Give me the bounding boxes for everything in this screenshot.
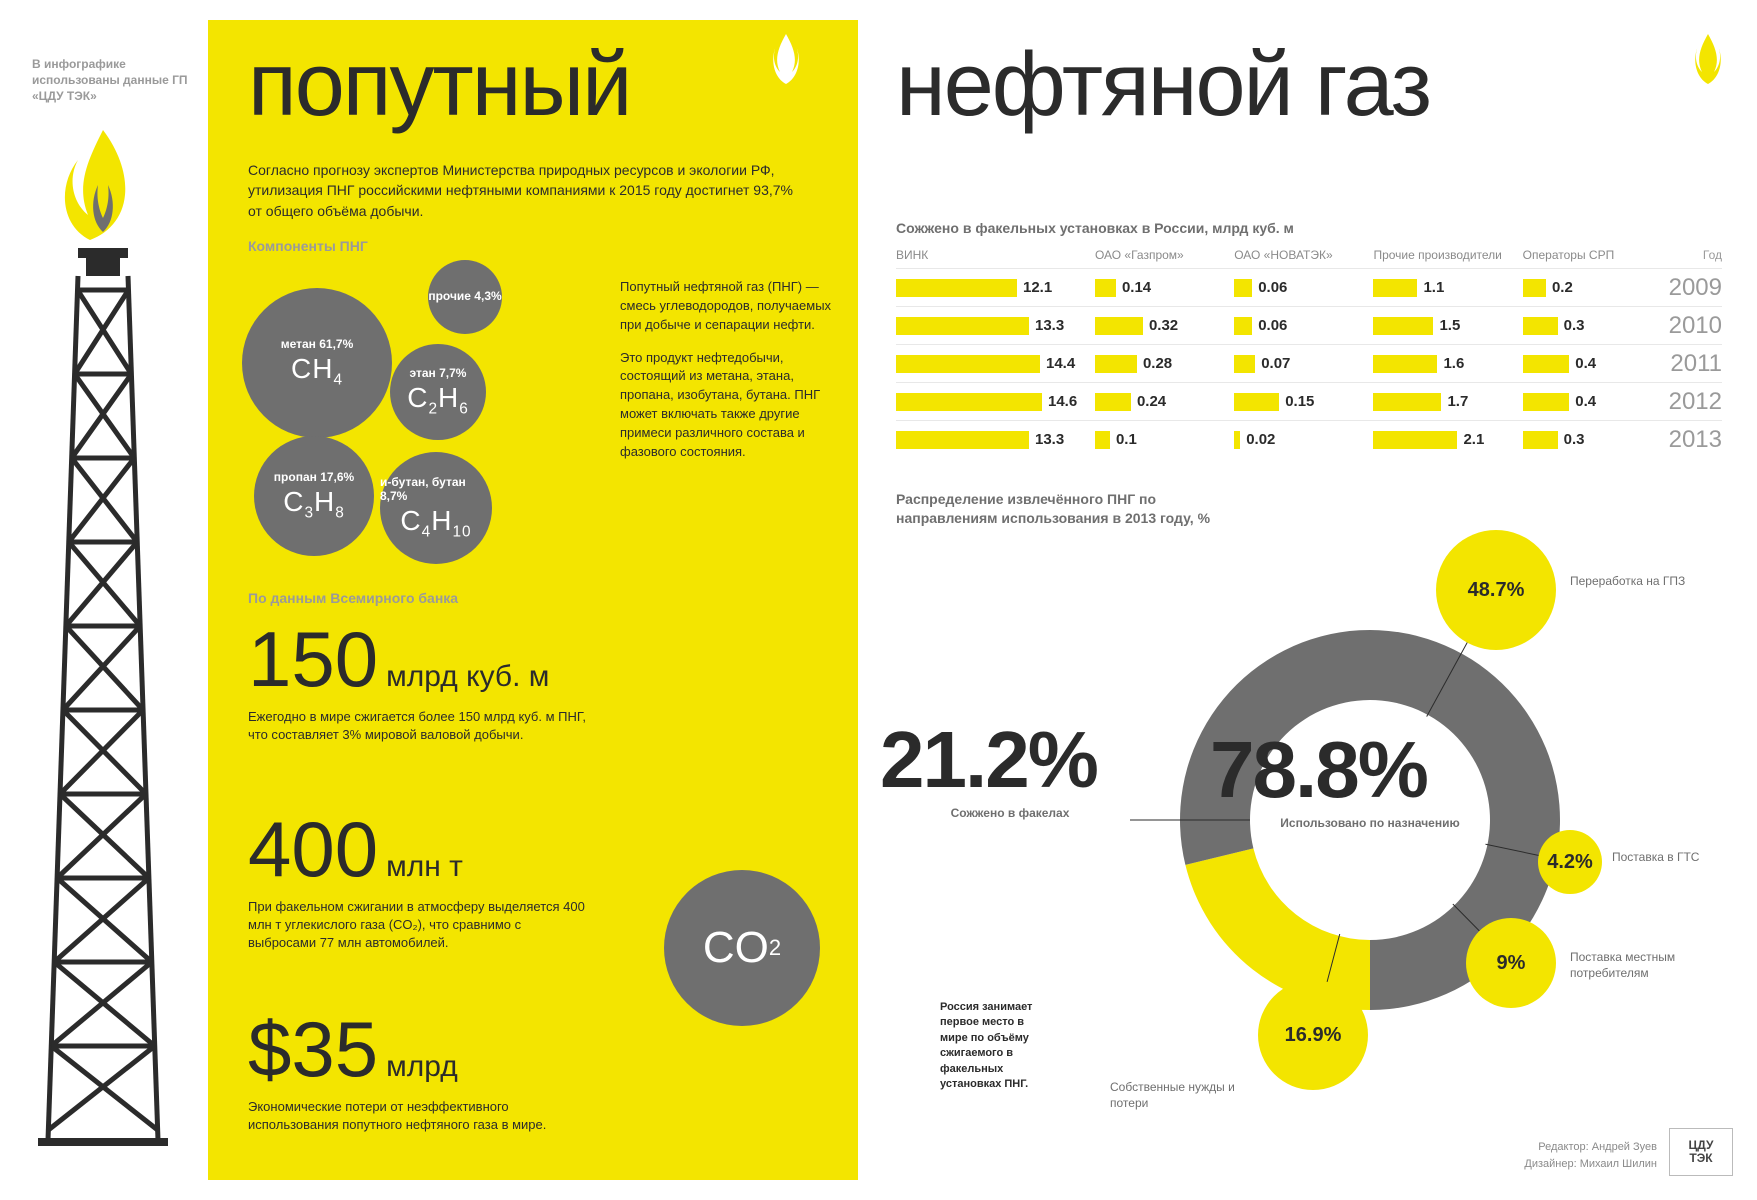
bar-row: 13.30.320.061.50.32010	[896, 306, 1722, 344]
bar-column-header: Прочие производители	[1373, 248, 1522, 262]
subhead-components: Компоненты ПНГ	[248, 238, 368, 254]
title-right: нефтяной газ	[896, 34, 1430, 137]
donut-segment-label: Поставка местным потребителям	[1570, 950, 1710, 981]
source-note: В инфографике использованы данные ГП «ЦД…	[32, 56, 202, 105]
bar-row: 14.40.280.071.60.42011	[896, 344, 1722, 382]
png-desc-1: Попутный нефтяной газ (ПНГ) — смесь угле…	[620, 278, 835, 335]
stat-block: 400млн т При факельном сжигании в атмосф…	[248, 810, 648, 953]
bar-row: 12.10.140.061.10.22009	[896, 268, 1722, 306]
donut-segment-bubble: 48.7%	[1436, 530, 1556, 650]
intro-text: Согласно прогнозу экспертов Министерства…	[248, 160, 808, 221]
stat-block: $35млрд Экономические потери от неэффект…	[248, 1010, 648, 1134]
co2-circle: CO2	[664, 870, 820, 1026]
bar-column-header: ОАО «НОВАТЭК»	[1234, 248, 1373, 262]
bar-row: 13.30.10.022.10.32013	[896, 420, 1722, 458]
credits: Редактор: Андрей Зуев Дизайнер: Михаил Ш…	[1524, 1139, 1657, 1172]
donut-segment-bubble: 4.2%	[1538, 830, 1602, 894]
composition-bubble: этан 7,7%C2H6	[390, 344, 486, 440]
donut-segment-label: Собственные нужды и потери	[1110, 1080, 1250, 1111]
composition-bubble: прочие 4,3%	[428, 260, 502, 334]
composition-bubble: и-бутан, бутан 8,7%C4H10	[380, 452, 492, 564]
flaring-bar-table: ВИНКОАО «Газпром»ОАО «НОВАТЭК»Прочие про…	[896, 248, 1722, 458]
bar-column-header: ВИНК	[896, 248, 1095, 262]
subhead-bars: Сожжено в факельных установках в России,…	[896, 220, 1294, 236]
png-description: Попутный нефтяной газ (ПНГ) — смесь угле…	[620, 278, 835, 462]
composition-bubbles: метан 61,7%CH4 прочие 4,3% этан 7,7%C2H6пр…	[230, 260, 660, 580]
title-left: попутный	[248, 34, 630, 137]
png-desc-2: Это продукт нефтедобычи, состоящий из ме…	[620, 349, 835, 462]
russia-note: Россия занимает первое место в мире по о…	[940, 1000, 1050, 1092]
gas-tower-icon	[38, 130, 168, 1150]
logo: ЦДУ ТЭК	[1669, 1128, 1733, 1176]
flame-icon	[1694, 34, 1722, 84]
bar-column-header: ОАО «Газпром»	[1095, 248, 1234, 262]
stat-block: 150млрд куб. м Ежегодно в мире сжигается…	[248, 620, 648, 744]
composition-bubble: метан 61,7%CH4	[242, 288, 392, 438]
donut-segment-bubble: 9%	[1466, 918, 1556, 1008]
composition-bubble: пропан 17,6%C3H8	[254, 436, 374, 556]
flame-icon	[772, 34, 800, 84]
donut-segment-label: Переработка на ГПЗ	[1570, 574, 1710, 590]
donut-segment-bubble: 16.9%	[1258, 980, 1368, 1090]
donut-segment-label: Поставка в ГТС	[1612, 850, 1752, 866]
bar-row: 14.60.240.151.70.42012	[896, 382, 1722, 420]
bar-column-header: Операторы СРП	[1523, 248, 1642, 262]
used-pct: 78.8% Использовано по назначению	[1210, 730, 1530, 830]
sold-pct: 21.2% Сожжено в факелах	[880, 720, 1140, 820]
subhead-worldbank: По данным Всемирного банка	[248, 590, 458, 606]
